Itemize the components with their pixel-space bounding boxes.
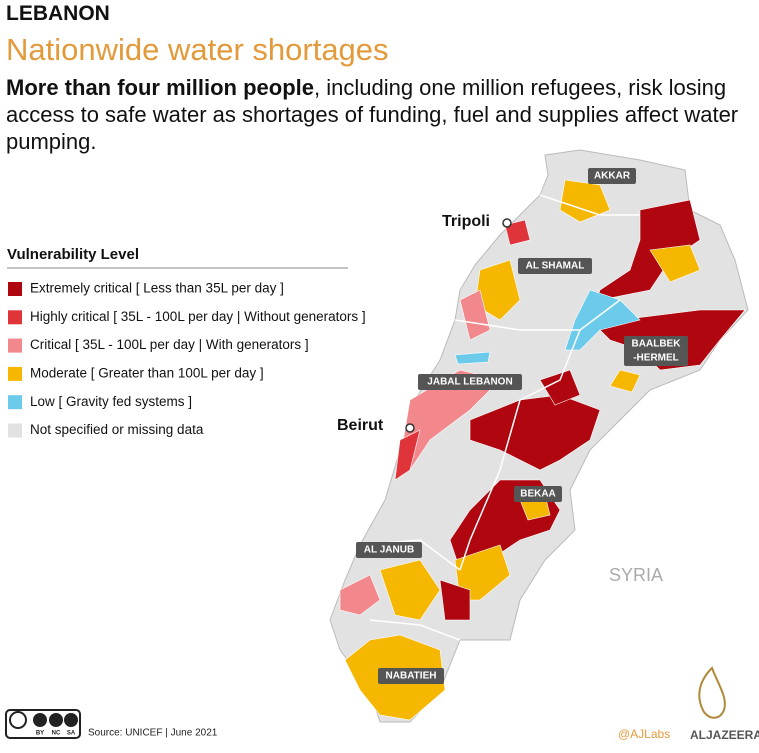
legend-label: Low [ Gravity fed systems ]: [30, 394, 192, 409]
city-label: Beirut: [337, 417, 384, 434]
region-box: [514, 486, 562, 502]
area: [539, 369, 581, 406]
legend-label: Extremely critical [ Less than 35L per d…: [30, 281, 284, 296]
area: [454, 351, 491, 365]
legend-swatch: [8, 338, 22, 353]
region-label: AL JANUB: [364, 545, 414, 556]
title: Nationwide water shortages: [6, 32, 389, 67]
area: [379, 559, 441, 621]
legend-swatch: [8, 282, 22, 296]
region-label: BAALBEK: [632, 339, 682, 350]
city-label: Tripoli: [442, 213, 490, 230]
region-label: JABAL LEBANON: [427, 377, 512, 388]
area: [504, 219, 531, 246]
region-box: [356, 542, 422, 558]
region-label: -HERMEL: [633, 353, 679, 364]
region-label: AKKAR: [594, 171, 631, 182]
city-dot: [405, 423, 415, 433]
region-box: [378, 668, 444, 684]
subtitle: More than four million people, including…: [6, 74, 746, 155]
area: [469, 394, 601, 471]
legend-swatch: [8, 310, 22, 325]
neighbor-label: SYRIA: [609, 565, 663, 585]
legend: Extremely critical [ Less than 35L per d…: [8, 281, 366, 438]
license-icon: [64, 713, 78, 727]
source: Source: UNICEF | June 2021: [88, 728, 218, 739]
region-box: [588, 168, 636, 184]
region-borders: [359, 194, 640, 641]
area: [339, 574, 381, 616]
license-label: BY: [36, 731, 44, 737]
area: [394, 429, 421, 481]
region-label: NABATIEH: [386, 671, 437, 682]
license-icon: [33, 713, 47, 727]
country: LEBANON: [6, 2, 110, 25]
area: [649, 244, 701, 283]
license-icon: [49, 713, 63, 727]
area: [564, 289, 641, 351]
brand: ALJAZEERA: [690, 728, 759, 742]
city-dot: [502, 218, 512, 228]
brand-logo: [698, 666, 726, 719]
legend-label: Critical [ 35L - 100L per day | With gen…: [30, 337, 309, 352]
legend-swatch: [8, 395, 22, 410]
legend-title: Vulnerability Level: [7, 246, 139, 263]
area: [609, 369, 641, 393]
region-label: BEKAA: [520, 489, 556, 500]
region-label: AL SHAMAL: [526, 261, 585, 272]
license-label: NC: [52, 731, 61, 737]
area: [559, 179, 611, 223]
legend-label: Not specified or missing data: [30, 422, 204, 437]
region-box: [518, 258, 592, 274]
area: [439, 579, 471, 621]
region-box: [624, 336, 688, 366]
subtitle-text: , including one million refugees, risk l…: [6, 75, 739, 154]
legend-label: Moderate [ Greater than 100L per day ]: [30, 365, 264, 380]
handle: @AJLabs: [618, 727, 670, 741]
license-label: SA: [67, 731, 76, 737]
legend-swatch: [8, 366, 22, 381]
region-box: [418, 374, 522, 390]
legend-swatch: [8, 423, 22, 438]
subtitle-bold: More than four million people: [6, 75, 314, 100]
legend-label: Highly critical [ 35L - 100L per day | W…: [30, 309, 366, 324]
area: [459, 289, 491, 341]
license-icon: [9, 711, 27, 729]
